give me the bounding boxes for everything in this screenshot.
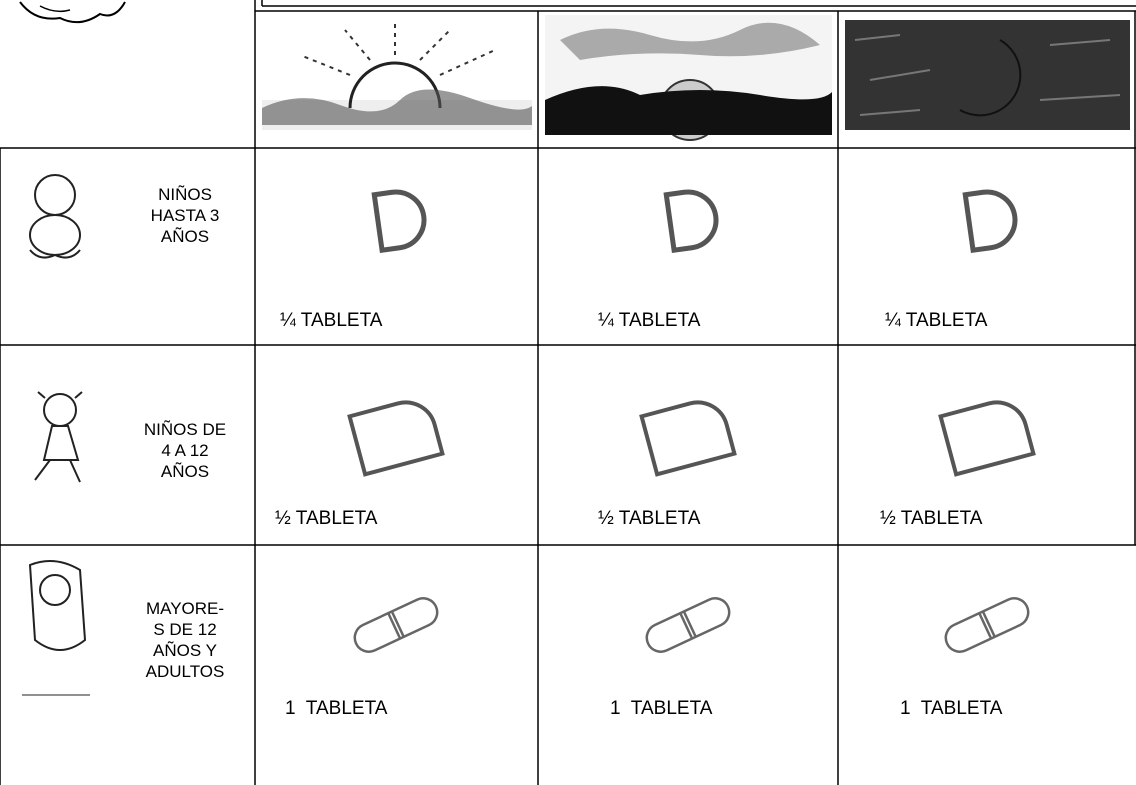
label-line: HASTA 3 xyxy=(150,205,220,225)
dose-text: ¼ TABLETA xyxy=(280,310,383,331)
label-line: NIÑOS DE xyxy=(143,419,227,439)
icon-outline xyxy=(353,597,439,653)
icon-outline xyxy=(371,189,427,254)
dose-text: ½ TABLETA xyxy=(275,508,378,529)
icon-outline xyxy=(347,400,445,477)
label-line: MAYORE- xyxy=(145,599,225,618)
tablet-icon xyxy=(938,400,1036,477)
label-line: 4 A 12 xyxy=(161,440,209,460)
dose-text: ½ TABLETA xyxy=(880,508,983,529)
capsule-icon xyxy=(353,597,439,653)
row-label: MAYORE- S DE 12 AÑOS Y ADULTOS xyxy=(120,598,250,682)
icon-outline xyxy=(944,597,1030,653)
tablet-icon xyxy=(371,189,427,254)
label-line: AÑOS xyxy=(160,461,210,481)
icon-outline xyxy=(663,189,719,254)
tablet-icon xyxy=(962,189,1018,254)
icon-outline xyxy=(962,189,1018,254)
icon-outline xyxy=(645,597,731,653)
sunrise xyxy=(262,20,532,130)
dose-text: ½ TABLETA xyxy=(598,508,701,529)
baby-figure xyxy=(29,174,81,259)
row-label: NIÑOS HASTA 3 AÑOS xyxy=(120,184,250,247)
tablet-icon xyxy=(347,400,445,477)
night-moon xyxy=(845,20,1130,130)
dose-text: 1 TABLETA xyxy=(900,698,1003,719)
tablet-icon xyxy=(639,400,737,477)
label-line: S DE 12 xyxy=(153,620,217,639)
tablet-icon xyxy=(663,189,719,254)
dose-text: 1 TABLETA xyxy=(610,698,713,719)
capsule-icon xyxy=(645,597,731,653)
dose-text: 1 TABLETA xyxy=(285,698,388,719)
label-line: ADULTOS xyxy=(145,662,225,681)
capsule-icon xyxy=(944,597,1030,653)
row-label: NIÑOS DE 4 A 12 AÑOS xyxy=(120,419,250,482)
label-line: NIÑOS xyxy=(158,184,212,204)
dose-text: ¼ TABLETA xyxy=(885,310,988,331)
label-line: AÑOS xyxy=(160,226,210,246)
woman-figure xyxy=(22,560,90,696)
girl-figure xyxy=(34,391,83,483)
icon-outline xyxy=(938,400,1036,477)
sunset xyxy=(545,15,832,141)
label-line: AÑOS Y xyxy=(153,641,217,660)
dose-text: ¼ TABLETA xyxy=(598,310,701,331)
icon-outline xyxy=(639,400,737,477)
